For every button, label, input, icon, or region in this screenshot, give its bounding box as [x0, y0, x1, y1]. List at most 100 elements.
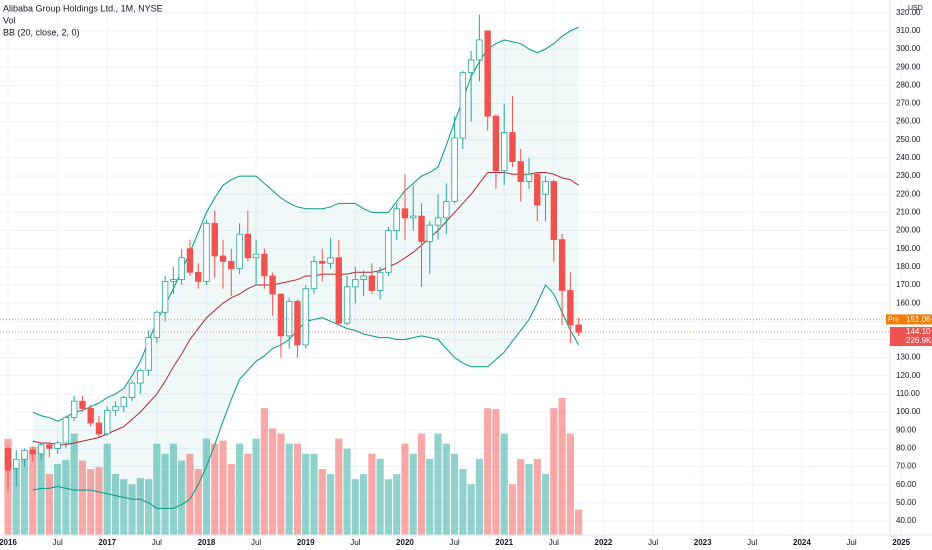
candle-body — [434, 217, 442, 226]
indicator-title: BB (20, close, 2, 0) — [3, 27, 80, 37]
volume-bar — [252, 438, 260, 535]
volume-bar — [95, 467, 103, 535]
volume-bar — [550, 408, 558, 535]
volume-bar — [492, 409, 500, 535]
candle-body — [294, 300, 301, 346]
volume-bar — [12, 463, 20, 535]
candle-body — [219, 255, 227, 262]
x-tick-label: Jul — [846, 538, 856, 547]
pre-market-label-box — [904, 314, 932, 325]
volume-bar — [87, 469, 95, 535]
volume-bar — [525, 463, 533, 535]
volume-bar — [310, 453, 318, 535]
x-tick-label: Jul — [251, 538, 261, 547]
candle-body — [476, 39, 483, 61]
candle-body — [500, 132, 508, 172]
y-tick-label: 80.00 — [896, 444, 917, 453]
volume-bar — [120, 479, 128, 535]
volume-bar — [260, 408, 268, 535]
y-tick-label: 290.00 — [896, 62, 921, 71]
candle-body — [21, 449, 28, 460]
candle-body — [451, 137, 458, 202]
x-tick-label: 2020 — [396, 538, 414, 547]
candle-body — [319, 261, 326, 264]
x-tick-label: Jul — [549, 538, 559, 547]
candle-body — [145, 337, 152, 371]
volume-bar — [500, 433, 508, 535]
candle-body — [484, 30, 491, 117]
volume-bar — [459, 469, 467, 535]
x-tick-label: 2025 — [892, 538, 910, 547]
x-tick-label: Jul — [747, 538, 757, 547]
candle-body — [112, 406, 119, 411]
candle-body — [310, 261, 318, 290]
y-tick-label: 180.00 — [896, 262, 921, 271]
volume-bar — [293, 443, 302, 535]
volume-bar — [351, 479, 359, 535]
candle-body — [393, 208, 400, 231]
volume-bar — [368, 453, 376, 535]
volume-bar — [409, 453, 417, 535]
y-tick-label: 260.00 — [896, 117, 921, 126]
candle-body — [104, 409, 111, 435]
bb-basis — [32, 171, 579, 446]
candle-body — [178, 257, 185, 280]
pre-market-tag: Pre — [888, 317, 899, 324]
candle-body — [29, 449, 37, 455]
volume-bar — [318, 469, 326, 535]
candle-body — [285, 300, 293, 337]
candle-body — [575, 324, 582, 333]
candle-body — [517, 161, 524, 182]
y-tick-label: 130.00 — [896, 353, 921, 362]
volume-bar — [29, 446, 37, 535]
candle-body — [302, 288, 309, 346]
candle-body — [153, 311, 161, 339]
volume-bar — [186, 453, 194, 535]
candle-body — [236, 233, 243, 270]
y-tick-label: 240.00 — [896, 153, 921, 162]
candle-body — [203, 222, 210, 282]
x-tick-label: Jul — [350, 538, 360, 547]
candle-body — [335, 257, 342, 324]
volume-bar — [244, 453, 252, 535]
y-tick-label: 90.00 — [896, 425, 917, 434]
candle-body — [4, 448, 12, 471]
volume-bar — [20, 453, 29, 535]
y-tick-label: 200.00 — [896, 226, 921, 235]
pre-market-label: 151.06 — [906, 315, 931, 324]
candle-body — [368, 275, 376, 291]
candle-body — [410, 215, 417, 219]
candle-body — [62, 417, 70, 444]
candle-body — [542, 181, 549, 195]
x-tick-label: Jul — [648, 538, 658, 547]
volume-bar — [211, 443, 219, 535]
candle-body — [120, 397, 127, 408]
candle-body — [385, 230, 392, 273]
candle-body — [161, 280, 169, 313]
chart-title: Alibaba Group Holdings Ltd., 1M, NYSE — [3, 3, 163, 13]
candle-body — [534, 173, 541, 206]
volume-bar — [442, 443, 450, 535]
volume-bar — [467, 484, 475, 535]
volume-bar — [417, 433, 426, 535]
y-tick-label: 40.00 — [896, 516, 917, 525]
y-tick-label: 210.00 — [896, 208, 921, 217]
volume-bar — [360, 474, 368, 535]
y-tick-label: 270.00 — [896, 99, 921, 108]
candle-body — [128, 382, 136, 398]
y-tick-label: 300.00 — [896, 44, 921, 53]
candle-body — [244, 233, 252, 259]
volume-bar — [70, 433, 78, 535]
volume-bar — [508, 484, 517, 535]
candle-body — [137, 369, 144, 384]
candle-body — [269, 275, 276, 295]
volume-bar — [401, 443, 409, 535]
volume-bar — [161, 453, 169, 535]
volume-bar — [335, 438, 343, 535]
candle-body — [327, 257, 334, 264]
volume-bar — [541, 474, 550, 535]
candle-body — [211, 222, 218, 257]
y-tick-label: 310.00 — [896, 26, 921, 35]
volume-bar — [434, 433, 442, 535]
